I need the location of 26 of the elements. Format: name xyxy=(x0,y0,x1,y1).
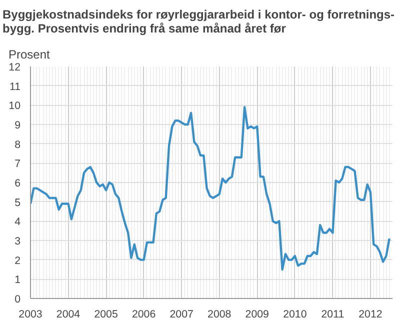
y-tick-label: 7 xyxy=(14,158,21,170)
y-tick-label: 4 xyxy=(14,216,21,228)
x-tick-label: 2009 xyxy=(245,308,270,320)
y-tick-label: 1 xyxy=(14,274,21,286)
x-tick-label: 2006 xyxy=(132,308,156,320)
y-tick-label: 2 xyxy=(14,254,21,267)
y-tick-label: 11 xyxy=(9,80,21,93)
x-tick-label: 2003 xyxy=(18,308,42,320)
y-tick-label: 12 xyxy=(8,62,21,74)
x-tick-label: 2012 xyxy=(358,308,382,320)
line-series xyxy=(30,106,390,271)
y-tick-label: 9 xyxy=(14,120,21,132)
x-tick-label: 2010 xyxy=(283,308,307,320)
y-tick-label: 8 xyxy=(14,138,21,151)
y-axis-title: Prosent xyxy=(8,48,51,62)
y-tick-label: 10 xyxy=(8,100,21,112)
x-tick-label: 2004 xyxy=(56,308,80,320)
chart-title: Byggjekostnadsindeks for røyrleggjararbeid i kontor- og forretnings- bygg. Prosentvis endring frå same månad året før xyxy=(2,8,395,36)
y-tick-label: 3 xyxy=(14,236,21,248)
x-tick-label: 2005 xyxy=(94,308,118,320)
x-tick-label: 2011 xyxy=(321,308,344,320)
y-tick-label: 6 xyxy=(14,178,21,190)
x-tick-label: 2007 xyxy=(170,308,194,320)
x-tick-label: 2008 xyxy=(208,308,232,320)
y-tick-label: 5 xyxy=(14,196,21,209)
y-tick-label: 0 xyxy=(14,294,21,306)
